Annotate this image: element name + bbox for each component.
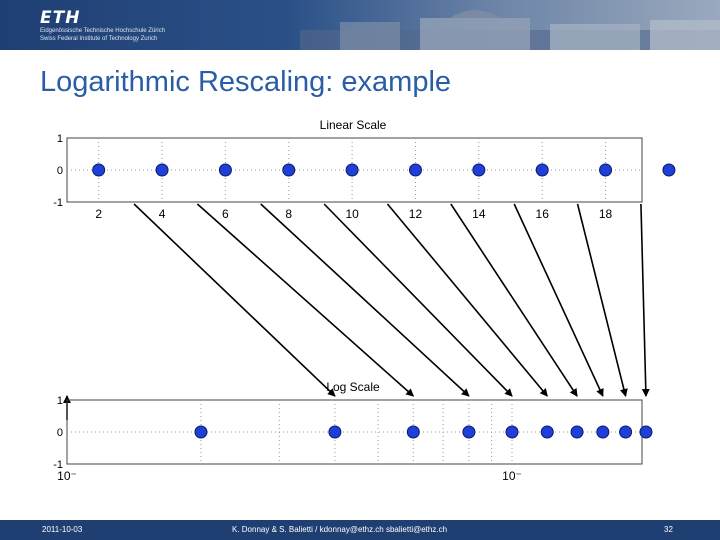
- mapping-arrow: [450, 203, 578, 397]
- linear-y-tick-label: 0: [57, 165, 63, 177]
- linear-x-tick-label: 16: [536, 207, 550, 221]
- mapping-arrow: [196, 203, 415, 397]
- log-data-point: [462, 425, 476, 439]
- linear-data-point: [92, 163, 106, 177]
- log-data-point: [619, 425, 633, 439]
- log-data-point: [639, 425, 653, 439]
- log-data-point: [570, 425, 584, 439]
- header-banner: ETH Eidgenössische Technische Hochschule…: [0, 0, 720, 50]
- linear-x-tick-label: 6: [222, 207, 229, 221]
- linear-data-point: [282, 163, 296, 177]
- linear-data-point: [408, 163, 422, 177]
- linear-x-tick-label: 12: [409, 207, 423, 221]
- log-plot-title: Log Scale: [326, 380, 380, 394]
- footer-date: 2011-10-03: [42, 525, 83, 534]
- log-x-tick-label: 10⁻: [57, 469, 77, 483]
- mapping-arrow: [133, 203, 336, 397]
- linear-x-tick-label: 18: [599, 207, 613, 221]
- linear-plot-title: Linear Scale: [320, 118, 387, 132]
- institution-name-en: Swiss Federal Institute of Technology Zu…: [40, 36, 158, 42]
- linear-data-point: [218, 163, 232, 177]
- linear-x-tick-label: 14: [472, 207, 486, 221]
- linear-data-point: [345, 163, 359, 177]
- slide-title: Logarithmic Rescaling: example: [40, 66, 452, 98]
- mapping-arrow: [386, 203, 548, 397]
- mapping-arrow: [513, 203, 604, 397]
- log-y-tick-label: 0: [57, 427, 63, 439]
- linear-y-tick-label: 1: [57, 133, 63, 145]
- log-data-point: [328, 425, 342, 439]
- building-skyline-image: [300, 10, 720, 50]
- mapping-arrow: [640, 203, 650, 397]
- linear-data-point: [535, 163, 549, 177]
- linear-x-tick-label: 10: [345, 207, 359, 221]
- eth-logo[interactable]: ETH: [40, 8, 81, 28]
- mapping-arrow: [576, 203, 628, 397]
- log-y-tick-label: -1: [53, 459, 63, 471]
- mapping-arrow: [260, 203, 470, 397]
- footer-authors: K. Donnay & S. Balietti / kdonnay@ethz.c…: [232, 525, 448, 534]
- linear-x-tick-label: 4: [159, 207, 166, 221]
- log-scale-plot: 1 0 -1 Log Scale 10⁻ 10⁻: [53, 380, 653, 483]
- linear-y-tick-label: -1: [53, 197, 63, 209]
- log-data-point: [406, 425, 420, 439]
- log-y-tick-label: 1: [57, 395, 63, 407]
- mapping-arrow: [323, 203, 513, 397]
- log-data-point: [540, 425, 554, 439]
- institution-name-de: Eidgenössische Technische Hochschule Zür…: [40, 28, 165, 34]
- linear-data-point: [472, 163, 486, 177]
- linear-data-point: [155, 163, 169, 177]
- log-data-point: [505, 425, 519, 439]
- linear-data-point: [599, 163, 613, 177]
- page-number: 32: [664, 525, 673, 534]
- linear-x-tick-label: 8: [285, 207, 292, 221]
- linear-x-tick-label: 2: [95, 207, 102, 221]
- linear-data-point: [662, 163, 676, 177]
- log-data-point: [596, 425, 610, 439]
- log-x-tick-label: 10⁻: [502, 469, 522, 483]
- mapping-arrows: [63, 203, 650, 420]
- log-data-point: [194, 425, 208, 439]
- footer-bar: 2011-10-03 K. Donnay & S. Balietti / kdo…: [0, 520, 720, 540]
